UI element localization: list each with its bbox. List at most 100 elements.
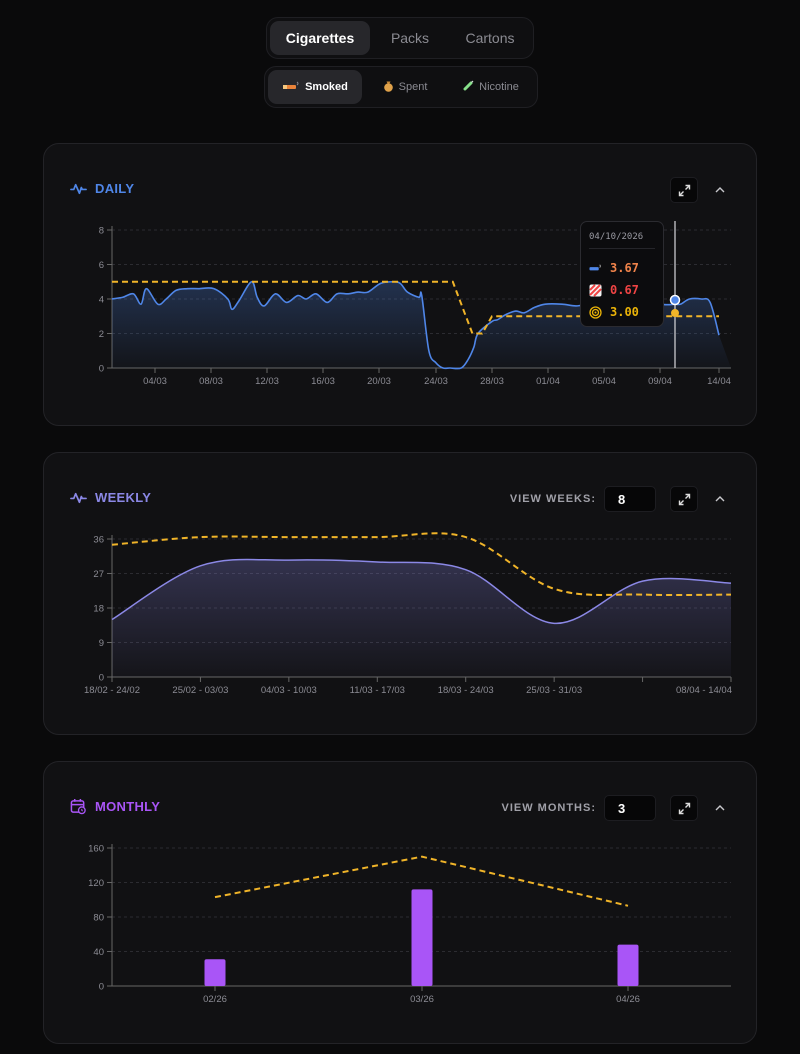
tab-packs[interactable]: Packs xyxy=(370,21,450,55)
expand-icon xyxy=(678,802,690,814)
daily-title: DAILY xyxy=(70,180,134,197)
chevron-up-icon xyxy=(715,187,725,193)
daily-ytick-label: 0 xyxy=(99,364,104,375)
tab-cigarettes-label: Cigarettes xyxy=(285,30,355,46)
daily-xtick-label: 09/04 xyxy=(648,376,672,387)
monthly-xtick-label: 03/26 xyxy=(410,994,434,1005)
daily-target-point xyxy=(671,309,679,317)
chevron-up-icon xyxy=(715,496,725,502)
weekly-xtick-label: 04/03 - 10/03 xyxy=(261,685,317,696)
monthly-ytick-label: 120 xyxy=(88,878,104,889)
daily-ytick-label: 2 xyxy=(99,329,104,340)
view-weeks-label: VIEW WEEKS: xyxy=(509,493,596,505)
view-weeks-input[interactable]: 8 xyxy=(604,486,656,512)
monthly-ytick-label: 40 xyxy=(93,947,104,958)
daily-controls xyxy=(670,177,730,203)
daily-xtick-label: 28/03 xyxy=(480,376,504,387)
cigarette-icon xyxy=(282,81,300,94)
tab-cartons[interactable]: Cartons xyxy=(450,21,530,55)
target-icon xyxy=(589,305,602,319)
pulse-icon xyxy=(70,492,87,504)
daily-collapse-button[interactable] xyxy=(710,186,730,194)
unit-selector: Cigarettes Packs Cartons xyxy=(266,17,534,59)
weekly-chart: 0 9 18 27 36 18/02 - 24/02 25/02 - 03/03 04/03 … xyxy=(84,532,732,696)
tooltip-spent-value: 0.67 xyxy=(610,283,639,297)
monthly-title: MONTHLY xyxy=(70,798,160,815)
daily-xtick-label: 01/04 xyxy=(536,376,560,387)
weekly-xtick-label: 11/03 - 17/03 xyxy=(350,685,405,696)
monthly-bar xyxy=(617,944,639,986)
weekly-collapse-button[interactable] xyxy=(710,495,730,503)
weekly-area xyxy=(112,559,731,677)
weekly-xtick-label: 25/02 - 03/03 xyxy=(172,685,228,696)
expand-icon xyxy=(678,493,690,505)
weekly-xtick-label: 18/02 - 24/02 xyxy=(84,685,140,696)
daily-tooltip: 04/10/2026 3.67 0.67 3.00 xyxy=(580,221,664,327)
daily-ytick-label: 6 xyxy=(99,260,104,271)
tab-spent-label: Spent xyxy=(398,81,428,93)
daily-chart: 0 2 4 6 8 04/03 08/03 12/03 16/03 20/03 24/03 28/03… xyxy=(99,221,731,387)
daily-xtick-label: 20/03 xyxy=(367,376,391,387)
daily-xtick-label: 08/03 xyxy=(199,376,223,387)
tab-packs-label: Packs xyxy=(390,30,430,46)
daily-hover-point xyxy=(669,294,681,306)
monthly-xtick-label: 04/26 xyxy=(616,994,640,1005)
tooltip-row-smoked: 3.67 xyxy=(589,257,655,279)
daily-area xyxy=(112,281,731,369)
weekly-title: WEEKLY xyxy=(70,489,151,506)
calendar-clock-icon xyxy=(70,798,86,815)
daily-ytick-label: 4 xyxy=(99,295,104,306)
tooltip-row-nicotine: 3.00 xyxy=(589,301,655,323)
tab-smoked-label: Smoked xyxy=(305,81,348,93)
monthly-xtick-label: 02/26 xyxy=(203,994,227,1005)
tab-spent[interactable]: Spent xyxy=(362,70,448,104)
monthly-bar xyxy=(411,889,433,986)
tab-nicotine-label: Nicotine xyxy=(479,81,519,93)
weekly-xtick-label: 18/03 - 24/03 xyxy=(438,685,494,696)
monthly-target-line xyxy=(214,855,629,907)
metric-selector: Smoked Spent Nicotine xyxy=(264,66,538,108)
tooltip-row-spent: 0.67 xyxy=(589,279,655,301)
monthly-bar xyxy=(204,959,226,986)
tooltip-nicotine-value: 3.00 xyxy=(610,305,639,319)
no-smoking-icon xyxy=(589,283,602,297)
expand-icon xyxy=(678,184,690,196)
weekly-smoked-line xyxy=(111,558,732,625)
daily-xtick-label: 16/03 xyxy=(311,376,335,387)
monthly-controls: VIEW MONTHS: 3 xyxy=(502,795,731,821)
tab-smoked[interactable]: Smoked xyxy=(268,70,362,104)
weekly-controls: VIEW WEEKS: 8 xyxy=(510,486,730,512)
monthly-collapse-button[interactable] xyxy=(710,804,730,812)
weekly-title-text: WEEKLY xyxy=(95,490,152,505)
daily-xtick-label: 24/03 xyxy=(424,376,448,387)
monthly-title-text: MONTHLY xyxy=(95,799,161,814)
monthly-ytick-label: 0 xyxy=(99,982,104,993)
daily-xtick-label: 04/03 xyxy=(143,376,167,387)
weekly-ytick-label: 36 xyxy=(93,535,104,546)
weekly-xtick-label: 08/04 - 14/04 xyxy=(676,685,732,696)
pulse-icon xyxy=(70,183,87,195)
daily-expand-button[interactable] xyxy=(670,177,698,203)
monthly-ytick-label: 160 xyxy=(88,844,104,855)
tooltip-smoked-value: 3.67 xyxy=(610,261,639,275)
daily-ytick-label: 8 xyxy=(99,226,104,237)
weekly-expand-button[interactable] xyxy=(670,486,698,512)
monthly-card: MONTHLY VIEW MONTHS: 3 xyxy=(43,761,757,1044)
cigarette-icon xyxy=(589,262,602,275)
syringe-icon xyxy=(463,80,474,94)
chevron-up-icon xyxy=(715,805,725,811)
weekly-ytick-label: 27 xyxy=(93,569,104,580)
daily-xtick-label: 12/03 xyxy=(255,376,279,387)
money-bag-icon xyxy=(383,80,394,95)
view-months-input[interactable]: 3 xyxy=(604,795,656,821)
daily-title-text: DAILY xyxy=(95,181,135,196)
weekly-ytick-label: 9 xyxy=(99,638,104,649)
daily-xtick-label: 14/04 xyxy=(707,376,731,387)
monthly-ytick-label: 80 xyxy=(93,913,104,924)
tooltip-date: 04/10/2026 xyxy=(589,232,655,249)
monthly-expand-button[interactable] xyxy=(670,795,698,821)
tab-nicotine[interactable]: Nicotine xyxy=(448,70,534,104)
tab-cigarettes[interactable]: Cigarettes xyxy=(270,21,370,55)
view-months-label: VIEW MONTHS: xyxy=(501,802,596,814)
